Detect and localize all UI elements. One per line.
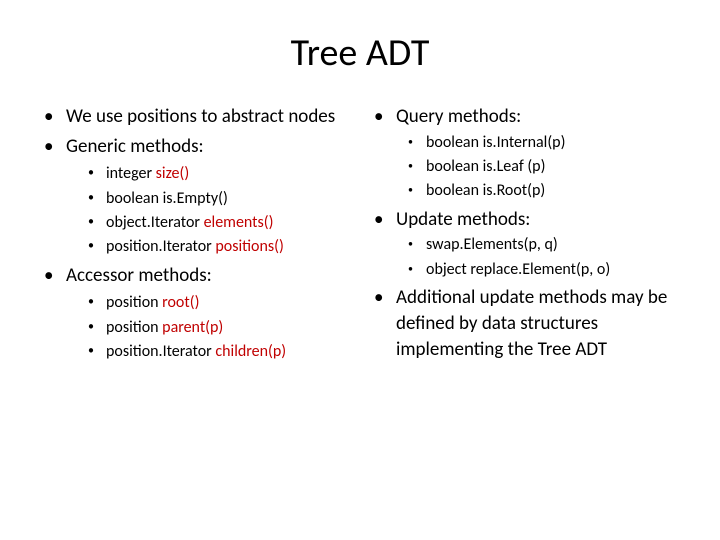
list-item: boolean is.Empty() xyxy=(84,188,350,210)
text: object.Iterator xyxy=(106,213,204,232)
method-name: positions() xyxy=(215,237,284,256)
list-item: integer size() xyxy=(84,163,350,185)
text: boolean is.Internal(p) xyxy=(426,133,565,152)
text: Generic methods: xyxy=(66,135,204,158)
text: Update methods: xyxy=(396,208,530,231)
slide-title: Tree ADT xyxy=(40,30,680,76)
left-column: We use positions to abstract nodes Gener… xyxy=(40,104,350,368)
text: Query methods: xyxy=(396,105,521,128)
text: swap.Elements(p, q) xyxy=(426,235,558,254)
list-item: swap.Elements(p, q) xyxy=(404,234,680,256)
method-name: children(p) xyxy=(215,342,286,361)
method-name: size() xyxy=(156,164,190,183)
text: position.Iterator xyxy=(106,342,215,361)
text: integer xyxy=(106,164,156,183)
list-item: boolean is.Leaf (p) xyxy=(404,156,680,178)
right-column: Query methods: boolean is.Internal(p) bo… xyxy=(370,104,680,368)
list-item: position.Iterator positions() xyxy=(84,236,350,258)
left-list: We use positions to abstract nodes Gener… xyxy=(40,104,350,364)
text: position.Iterator xyxy=(106,237,215,256)
text: position xyxy=(106,293,162,312)
list-item: Accessor methods: position root() positi… xyxy=(40,263,350,364)
list-item: Additional update methods may be defined… xyxy=(370,285,680,362)
text: object replace.Element(p, o) xyxy=(426,260,610,279)
method-name: elements() xyxy=(204,213,274,232)
generic-methods-list: integer size() boolean is.Empty() object… xyxy=(84,163,350,259)
update-methods-list: swap.Elements(p, q) object replace.Eleme… xyxy=(404,234,680,281)
list-item: position parent(p) xyxy=(84,317,350,339)
text: boolean is.Leaf (p) xyxy=(426,157,545,176)
list-item: We use positions to abstract nodes xyxy=(40,104,350,130)
method-name: parent(p) xyxy=(162,318,223,337)
list-item: Query methods: boolean is.Internal(p) bo… xyxy=(370,104,680,203)
list-item: boolean is.Internal(p) xyxy=(404,132,680,154)
text: Additional update methods may be defined… xyxy=(396,286,667,360)
right-list: Query methods: boolean is.Internal(p) bo… xyxy=(370,104,680,362)
list-item: object replace.Element(p, o) xyxy=(404,259,680,281)
query-methods-list: boolean is.Internal(p) boolean is.Leaf (… xyxy=(404,132,680,203)
text: position xyxy=(106,318,162,337)
text: boolean is.Empty() xyxy=(106,189,228,208)
list-item: position.Iterator children(p) xyxy=(84,341,350,363)
text: We use positions to abstract nodes xyxy=(66,105,335,128)
accessor-methods-list: position root() position parent(p) posit… xyxy=(84,292,350,363)
content-columns: We use positions to abstract nodes Gener… xyxy=(40,104,680,368)
text: boolean is.Root(p) xyxy=(426,181,545,200)
list-item: position root() xyxy=(84,292,350,314)
list-item: boolean is.Root(p) xyxy=(404,180,680,202)
method-name: root() xyxy=(162,293,199,312)
list-item: object.Iterator elements() xyxy=(84,212,350,234)
list-item: Generic methods: integer size() boolean … xyxy=(40,134,350,259)
slide: Tree ADT We use positions to abstract no… xyxy=(0,0,720,540)
text: Accessor methods: xyxy=(66,264,212,287)
list-item: Update methods: swap.Elements(p, q) obje… xyxy=(370,207,680,281)
